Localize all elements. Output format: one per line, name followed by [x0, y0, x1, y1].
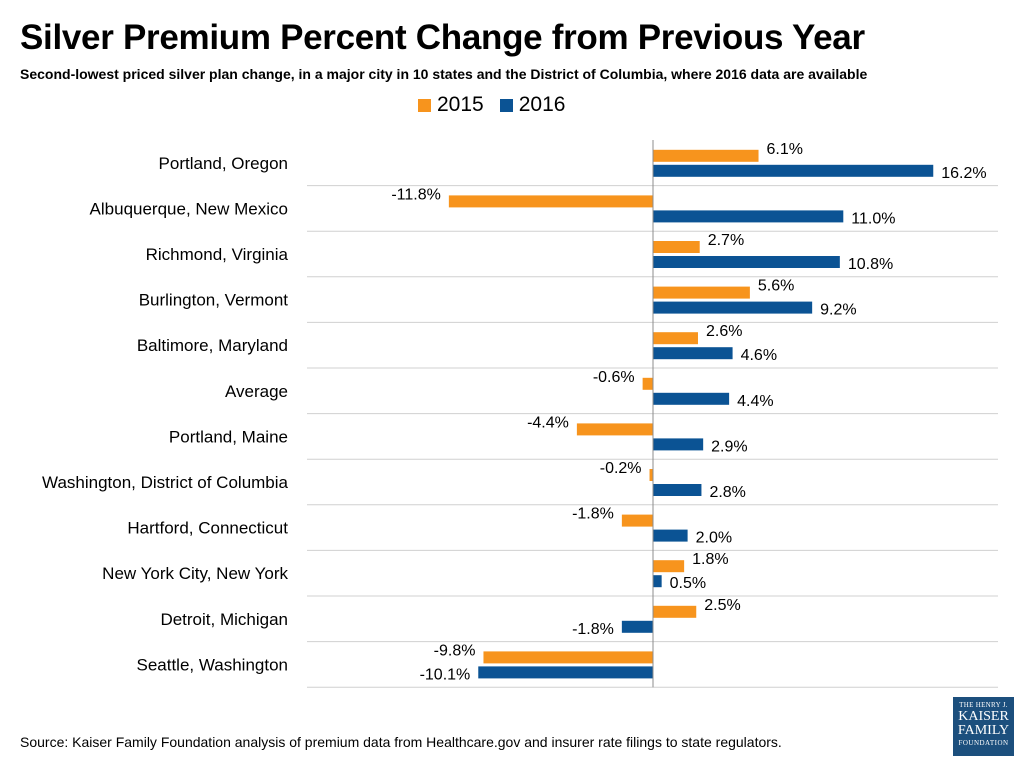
chart-subtitle: Second-lowest priced silver plan change,…	[20, 66, 868, 82]
bar-2015-portland-maine	[576, 423, 653, 436]
data-label-2016: 10.8%	[848, 256, 893, 273]
category-label: Albuquerque, New Mexico	[90, 199, 288, 218]
legend-label-2015: 2015	[437, 93, 484, 116]
bar-2015-washington-district-of-columbia	[649, 469, 653, 481]
bar-2015-hartford-connecticut	[621, 514, 653, 527]
legend-item-2016: 2016	[499, 93, 566, 117]
data-label-2016: 2.0%	[696, 530, 732, 547]
bar-2015-average	[642, 377, 653, 390]
row-average: Average -0.6% 4.4%	[225, 369, 774, 410]
data-label-2016: 9.2%	[820, 302, 856, 319]
data-label-2015: -9.8%	[434, 642, 476, 659]
data-label-2016: 2.8%	[709, 484, 745, 501]
bar-2016-detroit-michigan	[621, 620, 653, 633]
data-label-2015: 1.8%	[692, 551, 728, 568]
data-label-2016: 4.4%	[737, 393, 773, 410]
data-label-2015: 5.6%	[758, 278, 794, 295]
data-label-2016: 11.0%	[851, 210, 895, 227]
legend: 2015 2016	[418, 90, 565, 120]
bar-2015-richmond-virginia	[653, 241, 700, 253]
bar-2015-baltimore-maryland	[653, 332, 698, 345]
bar-2015-new-york-city-new-york	[653, 560, 685, 573]
data-label-2015: 6.1%	[767, 141, 803, 158]
row-detroit-michigan: Detroit, Michigan 2.5% -1.8%	[160, 597, 740, 638]
bar-2015-detroit-michigan	[653, 605, 697, 618]
data-label-2015: 2.6%	[706, 323, 742, 340]
data-label-2016: -10.1%	[420, 666, 471, 683]
bar-2016-hartford-connecticut	[653, 529, 688, 542]
bar-2016-seattle-washington	[478, 666, 653, 679]
data-label-2015: -0.2%	[600, 460, 642, 477]
bar-2016-average	[653, 392, 730, 405]
bar-2016-burlington-vermont	[653, 301, 813, 314]
bar-2015-burlington-vermont	[653, 286, 750, 299]
category-label: Baltimore, Maryland	[137, 336, 288, 355]
legend-item-2015: 2015	[418, 93, 484, 117]
data-label-2016: 16.2%	[941, 165, 986, 182]
data-label-2016: 4.6%	[741, 347, 777, 364]
bar-2016-new-york-city-new-york	[653, 575, 662, 588]
legend-label-2016: 2016	[518, 93, 566, 116]
logo-line-2: KAISER	[958, 709, 1009, 724]
logo-line-3: FAMILY	[957, 723, 1010, 738]
row-burlington-vermont: Burlington, Vermont 5.6% 9.2%	[139, 278, 857, 319]
bar-chart: Portland, Oregon 6.1% 16.2% Albuquerque, Ne…	[42, 140, 998, 688]
bar-2016-washington-district-of-columbia	[653, 484, 702, 496]
row-albuquerque-new-mexico: Albuquerque, New Mexico -11.8% 11.0%	[90, 186, 896, 227]
category-label: Hartford, Connecticut	[127, 519, 288, 538]
category-label: Richmond, Virginia	[146, 245, 289, 264]
source-note: Source: Kaiser Family Foundation analysi…	[20, 734, 782, 750]
logo-line-1: THE HENRY J.	[959, 701, 1008, 709]
category-label: Detroit, Michigan	[160, 610, 288, 629]
data-label-2015: -1.8%	[572, 506, 614, 523]
row-richmond-virginia: Richmond, Virginia 2.7% 10.8%	[146, 232, 894, 273]
category-label: Portland, Oregon	[159, 154, 288, 173]
data-label-2015: 2.5%	[704, 597, 740, 614]
bar-2016-albuquerque-new-mexico	[653, 210, 844, 223]
category-label: Portland, Maine	[169, 427, 288, 446]
legend-swatch-2015	[418, 98, 431, 112]
row-hartford-connecticut: Hartford, Connecticut -1.8% 2.0%	[127, 506, 732, 547]
category-label: Burlington, Vermont	[139, 291, 289, 310]
row-seattle-washington: Seattle, Washington -9.8% -10.1%	[136, 642, 653, 683]
bar-2016-portland-maine	[653, 438, 704, 451]
category-label: Seattle, Washington	[136, 655, 288, 674]
logo-line-4: FOUNDATION	[958, 739, 1009, 747]
data-label-2015: -4.4%	[527, 414, 569, 431]
row-portland-oregon: Portland, Oregon 6.1% 16.2%	[159, 141, 987, 182]
row-new-york-city-new-york: New York City, New York 1.8% 0.5%	[102, 551, 728, 592]
data-label-2016: -1.8%	[572, 621, 614, 638]
bar-2016-portland-oregon	[653, 164, 934, 177]
legend-swatch-2016	[499, 98, 513, 112]
bar-2015-albuquerque-new-mexico	[448, 195, 653, 208]
data-label-2016: 0.5%	[670, 575, 706, 592]
row-portland-maine: Portland, Maine -4.4% 2.9%	[169, 414, 748, 455]
category-label: New York City, New York	[102, 564, 288, 583]
category-label: Washington, District of Columbia	[42, 473, 289, 492]
bar-2015-portland-oregon	[653, 149, 759, 162]
chart-title: Silver Premium Percent Change from Previ…	[20, 18, 865, 57]
data-label-2015: 2.7%	[708, 232, 744, 249]
kff-logo: THE HENRY J. KAISER FAMILY FOUNDATION	[953, 697, 1014, 756]
row-baltimore-maryland: Baltimore, Maryland 2.6% 4.6%	[137, 323, 777, 364]
data-label-2015: -11.8%	[391, 186, 441, 203]
bar-2015-seattle-washington	[483, 651, 653, 664]
row-washington-district-of-columbia: Washington, District of Columbia -0.2% 2.8…	[42, 460, 746, 501]
data-label-2016: 2.9%	[711, 438, 747, 455]
data-label-2015: -0.6%	[593, 369, 635, 386]
category-label: Average	[225, 382, 288, 401]
bar-2016-richmond-virginia	[653, 256, 840, 268]
bar-2016-baltimore-maryland	[653, 347, 733, 360]
